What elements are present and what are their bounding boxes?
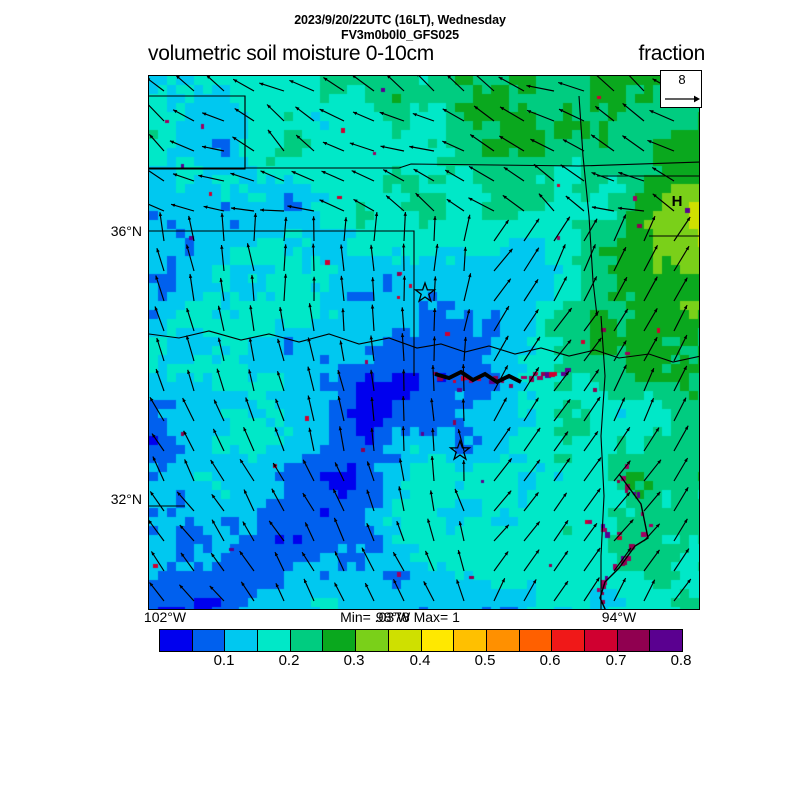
colorbar-band-1[interactable]: [192, 630, 226, 651]
station-marker-star-0: [413, 281, 437, 303]
state-boundary-7: [600, 315, 606, 609]
longitude-tick-0: 102°W: [143, 609, 187, 625]
state-boundary-4: [149, 330, 699, 363]
colorbar-band-7[interactable]: [388, 630, 422, 651]
latitude-tick-0: 36°N: [110, 223, 142, 239]
longitude-tick-1: 98°W: [375, 609, 411, 625]
state-boundary-2: [149, 230, 415, 376]
river-rio-grande: [599, 473, 649, 609]
colorbar-tick-5: 0.6: [539, 652, 561, 669]
wind-vector-key: 8: [660, 70, 702, 108]
wind-vector-field: [149, 76, 692, 602]
page-title: volumetric soil moisture 0-10cm: [148, 42, 434, 65]
units-label: fraction: [638, 42, 706, 65]
map-overlays: H: [149, 76, 699, 609]
colorbar-band-8[interactable]: [421, 630, 455, 651]
colorbar-band-5[interactable]: [323, 630, 357, 651]
colorbar-tick-4: 0.5: [474, 652, 496, 669]
colorbar-tick-3: 0.4: [409, 652, 431, 669]
colorbar-band-10[interactable]: [486, 630, 520, 651]
pressure-high-label: H: [672, 193, 683, 210]
map-plot-area[interactable]: H: [148, 75, 700, 610]
arrow-right-icon: [665, 95, 700, 103]
latitude-tick-1: 32°N: [110, 491, 142, 507]
colorbar-tick-7: 0.8: [670, 652, 692, 669]
colorbar-tick-2: 0.3: [343, 652, 365, 669]
colorbar-band-12[interactable]: [552, 630, 585, 651]
state-boundary-0: [149, 95, 246, 170]
colorbar-tick-1: 0.2: [278, 652, 300, 669]
colorbar-band-15[interactable]: [650, 630, 682, 651]
river-red-river: [434, 369, 522, 385]
colorbar-band-14[interactable]: [617, 630, 651, 651]
wind-key-value: 8: [678, 72, 686, 87]
colorbar-tick-0: 0.1: [213, 652, 235, 669]
colorbar-band-4[interactable]: [290, 630, 324, 651]
title-model-line: FV3m0b0l0_GFS025: [341, 28, 459, 42]
colorbar-band-9[interactable]: [454, 630, 487, 651]
colorbar-band-6[interactable]: [356, 630, 389, 651]
state-boundary-1: [149, 161, 699, 169]
state-boundary-5: [578, 95, 598, 317]
station-marker-star-1: [448, 439, 472, 461]
colorbar[interactable]: [159, 629, 683, 652]
colorbar-band-11[interactable]: [519, 630, 553, 651]
colorbar-band-13[interactable]: [584, 630, 618, 651]
longitude-tick-2: 94°W: [601, 609, 637, 625]
colorbar-band-2[interactable]: [225, 630, 259, 651]
colorbar-tick-labels: 0.1 0.2 0.3 0.4 0.5 0.6 0.7 0.8: [159, 652, 692, 670]
colorbar-band-3[interactable]: [258, 630, 291, 651]
colorbar-tick-6: 0.7: [605, 652, 627, 669]
title-date-line: 2023/9/20/22UTC (16LT), Wednesday: [294, 13, 506, 27]
colorbar-band-0[interactable]: [160, 630, 193, 651]
